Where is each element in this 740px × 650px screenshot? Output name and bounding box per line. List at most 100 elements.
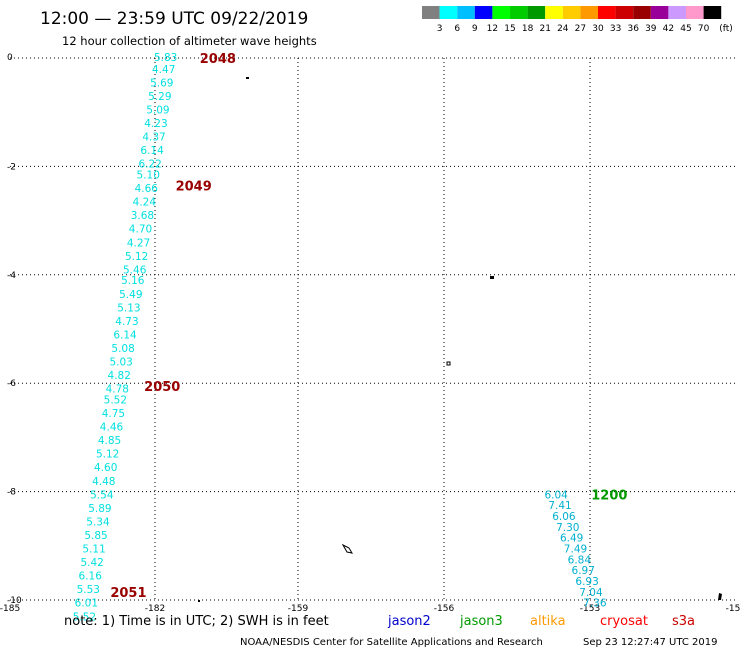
island-speck	[246, 77, 249, 79]
color-scale-swatch	[527, 6, 546, 19]
wave-height-value: 4.23	[144, 118, 167, 130]
color-scale-label: 24	[557, 24, 569, 34]
wave-height-value: 6.06	[552, 511, 576, 523]
color-scale-label: 15	[504, 24, 515, 34]
wave-height-value: 6.04	[544, 489, 568, 501]
wave-height-value: 6.97	[572, 565, 595, 577]
wave-height-value: 5.08	[111, 343, 134, 355]
color-scale-swatch	[580, 6, 598, 19]
wave-height-value: 4.24	[133, 197, 157, 209]
color-scale-legend: 3 6 9 12 15 18 21 24 27 30 33 36 39 42 45 70 (ft)	[422, 6, 733, 34]
color-scale-swatch	[492, 6, 510, 19]
color-scale-label: 6	[454, 24, 460, 34]
color-scale-swatch	[474, 6, 493, 19]
wave-height-value: 5.85	[84, 530, 107, 542]
x-tick-label: -185	[0, 604, 20, 614]
color-scale-swatch	[650, 6, 669, 19]
wave-height-value: 4.47	[152, 64, 175, 76]
satellite-legend-entry: s3a	[672, 614, 695, 629]
x-tick-label: -15	[726, 604, 740, 614]
wave-height-value: 7.30	[556, 522, 579, 534]
wave-height-value: 6.22	[138, 159, 161, 171]
wave-height-value: 4.75	[102, 408, 125, 420]
wave-height-value: 6.01	[75, 598, 98, 610]
wave-height-value: 5.16	[121, 275, 145, 287]
color-scale-label: 33	[610, 24, 621, 34]
color-scale-label: 30	[592, 24, 604, 34]
wave-height-value: 4.48	[92, 476, 115, 488]
wave-height-value: 7.04	[579, 587, 603, 599]
color-scale-swatch	[510, 6, 528, 19]
color-scale-label: 18	[522, 24, 534, 34]
wave-height-value: 4.82	[108, 370, 131, 382]
wave-height-value: 4.27	[127, 237, 150, 249]
color-scale-swatch	[686, 6, 704, 19]
axis-ticks: 0 -2 -4 -6 -8 -10-185 -182 -159 -156 -153 -15	[0, 53, 740, 614]
wave-height-value: 5.12	[125, 251, 148, 263]
color-scale-label: 36	[627, 24, 639, 34]
island-speck	[718, 593, 722, 600]
color-scale-swatch	[598, 6, 616, 19]
wave-height-value: 4.46	[100, 422, 124, 434]
wave-height-value: 5.10	[137, 170, 160, 182]
x-tick-label: -159	[288, 604, 309, 614]
color-scale-label: 9	[472, 24, 478, 34]
color-scale-label: 45	[680, 24, 691, 34]
island-speck	[198, 600, 200, 602]
color-scale-label: 12	[487, 24, 498, 34]
y-tick-label: -10	[7, 596, 22, 606]
track-time-label: 2050	[144, 380, 180, 395]
credit-text: NOAA/NESDIS Center for Satellite Applica…	[240, 637, 543, 648]
color-scale-swatch	[668, 6, 686, 19]
data-marks: 5.834.475.695.295.094.234.376.146.225.10…	[73, 52, 628, 623]
satellite-legend-entry: jason2	[387, 614, 431, 629]
y-tick-label: -6	[7, 379, 16, 389]
wave-height-value: 4.70	[129, 224, 152, 236]
wave-height-value: 5.34	[86, 516, 110, 528]
timestamp-text: Sep 23 12:27:47 UTC 2019	[583, 637, 717, 648]
island-speck	[446, 361, 451, 366]
satellite-legend-entry: cryosat	[600, 614, 648, 629]
x-tick-label: -153	[580, 604, 600, 614]
y-tick-label: -4	[7, 271, 16, 281]
color-scale-label: 21	[539, 24, 550, 34]
chart-subtitle: 12 hour collection of altimeter wave hei…	[62, 34, 317, 48]
wave-height-value: 5.11	[82, 544, 105, 556]
chart-title: 12:00 — 23:59 UTC 09/22/2019	[40, 9, 308, 29]
color-scale-label: 3	[437, 24, 443, 34]
wave-height-value: 7.49	[564, 544, 587, 556]
satellite-legend-entry: altika	[530, 614, 566, 629]
wave-height-value: 4.78	[106, 384, 129, 396]
wave-height-value: 5.89	[88, 503, 111, 515]
wave-height-value: 7.41	[548, 500, 571, 512]
wave-height-value: 3.68	[131, 210, 154, 222]
wave-height-value: 4.60	[94, 462, 117, 474]
x-tick-label: -182	[145, 604, 165, 614]
color-scale-label: 27	[575, 24, 586, 34]
wave-height-value: 6.16	[79, 571, 103, 583]
wave-height-value: 5.09	[146, 104, 169, 116]
color-scale-swatch	[422, 6, 440, 19]
wave-height-value: 5.12	[96, 449, 119, 461]
color-scale-swatch	[633, 6, 651, 19]
color-scale-swatch	[545, 6, 563, 19]
coastline-marks	[198, 77, 722, 602]
wave-height-value: 5.49	[119, 289, 142, 301]
wave-height-value: 5.29	[148, 91, 171, 103]
wave-height-value: 5.46	[123, 264, 147, 276]
wave-height-value: 7.36	[583, 598, 607, 610]
wave-height-value: 5.42	[80, 557, 103, 569]
island-speck	[490, 276, 494, 279]
wave-height-value: 5.54	[90, 489, 114, 501]
wave-height-value: 5.13	[117, 302, 140, 314]
color-scale-unit: (ft)	[719, 24, 733, 34]
color-scale-swatch	[615, 6, 634, 19]
wave-height-value: 4.85	[98, 435, 121, 447]
x-tick-label: -156	[434, 604, 455, 614]
island-speck	[341, 543, 354, 554]
wave-height-value: 6.49	[560, 533, 583, 545]
y-tick-label: 0	[7, 53, 13, 63]
track-time-label: 2051	[110, 586, 146, 601]
